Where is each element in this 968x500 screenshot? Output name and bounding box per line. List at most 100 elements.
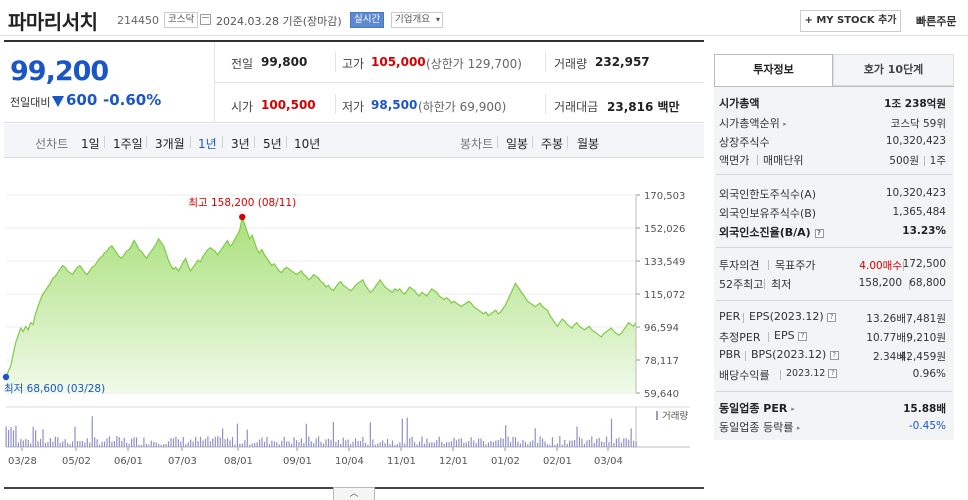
add-mystock-button[interactable]: + MY STOCK 추가	[800, 10, 901, 32]
volume-bar	[335, 441, 337, 447]
volume-bar	[300, 438, 303, 447]
week52-high-label: 52주최고	[719, 278, 764, 291]
target-label: 목표주가	[775, 259, 816, 272]
volume-bar	[131, 438, 133, 447]
period-1y[interactable]: 1년	[198, 137, 217, 151]
pbr-label: PBR	[719, 348, 741, 361]
volume-bar	[15, 425, 17, 447]
volume-bar	[441, 441, 443, 447]
volume-bar	[615, 438, 618, 447]
week52-low-value: 68,800	[909, 277, 946, 289]
volume-bar	[362, 437, 364, 447]
volume-bar	[318, 436, 320, 447]
company-overview-button[interactable]: 기업개요 ▾	[391, 12, 443, 28]
volume-bar	[52, 441, 54, 447]
y-tick-label: 115,072	[644, 290, 685, 301]
est-eps-label: EPS ?	[774, 329, 808, 342]
volume-bar	[364, 442, 366, 447]
volume-bar	[116, 436, 118, 447]
volume-bar	[266, 436, 268, 447]
volume-bar	[414, 442, 416, 447]
industry-change-label[interactable]: 동일업종 등락률 ▸	[719, 421, 801, 434]
volume-bar	[17, 442, 20, 447]
volume-bar	[325, 439, 327, 447]
volume-bar	[529, 441, 531, 447]
tab-investment-info[interactable]: 투자정보	[714, 54, 833, 86]
est-per-value: 10.77배	[866, 332, 906, 344]
volume-bar	[217, 436, 219, 447]
volume-bar	[551, 437, 554, 447]
period-1d[interactable]: 1일	[81, 137, 100, 151]
volume-bar	[86, 438, 88, 447]
volume-bar	[180, 441, 182, 447]
help-icon[interactable]: ?	[828, 369, 838, 378]
volume-bar	[256, 442, 258, 447]
market-cap-rank-label[interactable]: 시가총액순위 ▸	[719, 117, 787, 130]
x-tick-label: 10/04	[335, 456, 364, 467]
x-tick-label: 05/02	[62, 456, 91, 467]
volume-bar	[155, 442, 157, 447]
candle-weekly[interactable]: 주봉	[541, 137, 564, 151]
price-chart[interactable]: 170,503 152,026 133,549 115,072 96,594 78,117…	[0, 160, 705, 487]
info-tabs: 투자정보 호가 10단계	[714, 54, 954, 86]
volume-bar	[153, 441, 155, 447]
period-5y[interactable]: 5년	[263, 137, 282, 151]
volume-bar	[91, 416, 93, 447]
price-change-pct: -0.60%	[103, 91, 162, 109]
volume-bar	[534, 428, 536, 447]
volume-bar	[374, 444, 376, 447]
volume-bar	[460, 438, 462, 447]
industry-change-value: -0.45%	[908, 420, 946, 432]
quick-order-button[interactable]: 빠른주문	[916, 15, 957, 28]
par-value: 500원	[889, 155, 919, 167]
x-tick-label: 12/01	[439, 456, 468, 467]
volume-bar	[187, 442, 189, 447]
period-1w[interactable]: 1주일	[113, 137, 143, 151]
base-date: 2024.03.28 기준(장마감)	[216, 15, 342, 28]
help-icon[interactable]: ?	[814, 229, 824, 238]
volume-bar	[273, 441, 275, 447]
candle-monthly[interactable]: 월봉	[577, 137, 600, 151]
down-arrow-icon	[52, 96, 64, 107]
volume-bar	[593, 442, 595, 447]
volume-bar	[123, 437, 125, 447]
help-icon[interactable]: ?	[798, 332, 808, 341]
volume-bar	[478, 438, 480, 447]
volume-bar	[57, 437, 59, 447]
volume-bar	[258, 439, 261, 447]
volume-bar	[399, 442, 401, 447]
help-icon[interactable]: ?	[827, 313, 837, 322]
investment-info-panel	[714, 86, 954, 440]
period-3y[interactable]: 3년	[231, 137, 250, 151]
volume-bar	[448, 442, 450, 447]
price-line	[5, 216, 637, 378]
realtime-button[interactable]: 실시간	[350, 12, 385, 28]
lower-limit: (하한가 69,900)	[418, 100, 507, 114]
volume-bar	[482, 440, 485, 447]
volume-bar	[544, 441, 546, 447]
volume-bar	[556, 443, 558, 447]
y-tick-label: 59,640	[644, 389, 679, 400]
high-label: 고가	[342, 57, 365, 71]
volume-bar	[588, 439, 590, 447]
industry-per-label[interactable]: 동일업종 PER ▸	[719, 402, 795, 415]
candle-daily[interactable]: 일봉	[506, 137, 529, 151]
period-10y[interactable]: 10년	[294, 137, 321, 151]
dividend-value: 0.96%	[912, 368, 946, 380]
volume-bar	[49, 438, 51, 447]
volume-bar	[396, 444, 398, 447]
volume-bar	[214, 436, 216, 447]
volume-bar	[586, 440, 588, 447]
help-icon[interactable]: ?	[829, 351, 839, 360]
volume-bar	[485, 444, 487, 447]
shares-value: 10,320,423	[885, 135, 946, 147]
foreign-holding-value: 1,365,484	[892, 206, 946, 218]
collapse-button[interactable]: ︿	[333, 487, 375, 500]
volume-bar	[480, 438, 482, 447]
period-3m[interactable]: 3개월	[155, 137, 185, 151]
volume-bar	[428, 442, 430, 447]
volume-bar	[455, 440, 458, 447]
tab-order-book[interactable]: 호가 10단계	[833, 54, 954, 86]
prev-close-value: 99,800	[261, 55, 308, 69]
volume-bar	[39, 438, 42, 447]
